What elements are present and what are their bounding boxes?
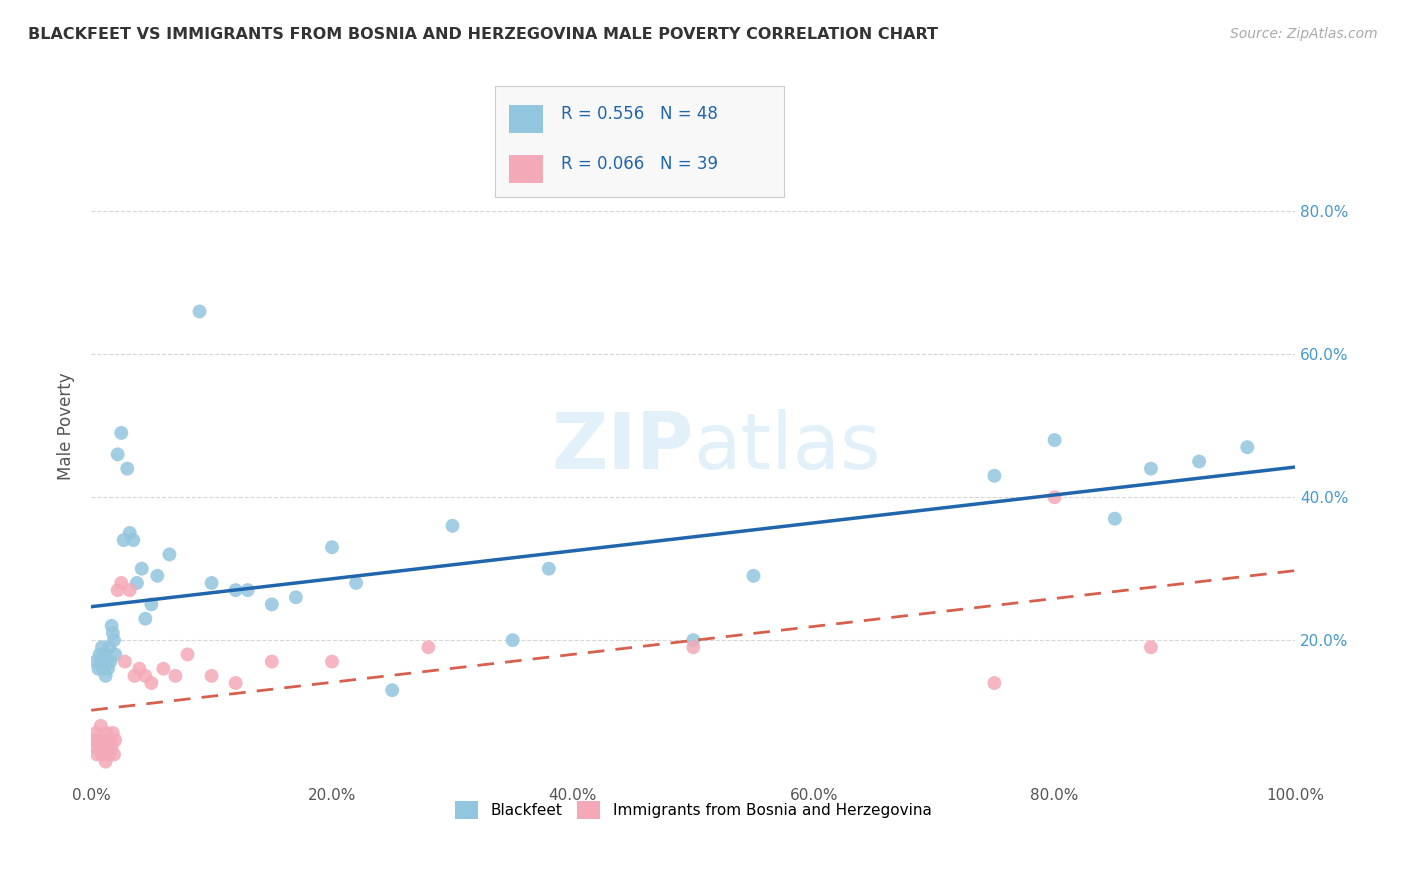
Point	[141, 676, 163, 690]
Point	[84, 655, 107, 669]
Point	[441, 518, 464, 533]
Point	[1043, 433, 1066, 447]
Point	[983, 676, 1005, 690]
Point	[101, 726, 124, 740]
Point	[86, 747, 108, 762]
Point	[125, 576, 148, 591]
Point	[91, 733, 114, 747]
Point	[1236, 440, 1258, 454]
Point	[176, 648, 198, 662]
Point	[188, 304, 211, 318]
Point	[90, 719, 112, 733]
Point	[537, 562, 560, 576]
FancyBboxPatch shape	[495, 87, 783, 197]
Point	[104, 648, 127, 662]
Point	[200, 576, 222, 591]
Point	[87, 662, 110, 676]
Text: R = 0.556   N = 48: R = 0.556 N = 48	[561, 104, 717, 122]
Point	[104, 733, 127, 747]
Text: R = 0.066   N = 39: R = 0.066 N = 39	[561, 154, 718, 172]
Point	[89, 740, 111, 755]
Point	[225, 676, 247, 690]
Point	[1188, 454, 1211, 468]
Point	[96, 655, 118, 669]
Point	[1140, 461, 1163, 475]
Point	[134, 669, 156, 683]
Text: atlas: atlas	[693, 409, 880, 485]
Point	[260, 598, 283, 612]
Point	[131, 562, 153, 576]
Point	[284, 591, 307, 605]
Point	[94, 755, 117, 769]
Point	[112, 533, 135, 547]
Point	[344, 576, 367, 591]
Point	[107, 447, 129, 461]
Point	[682, 633, 704, 648]
Point	[90, 655, 112, 669]
Point	[87, 733, 110, 747]
Point	[100, 740, 122, 755]
Text: ZIP: ZIP	[551, 409, 693, 485]
Point	[83, 740, 105, 755]
Point	[128, 662, 150, 676]
Point	[93, 648, 115, 662]
FancyBboxPatch shape	[509, 105, 543, 133]
Point	[321, 655, 343, 669]
Point	[110, 425, 132, 440]
Point	[97, 740, 120, 755]
Point	[260, 655, 283, 669]
Point	[118, 583, 141, 598]
Point	[103, 633, 125, 648]
Point	[983, 468, 1005, 483]
Point	[100, 733, 122, 747]
Point	[100, 655, 122, 669]
Point	[1043, 490, 1066, 504]
Point	[236, 583, 259, 598]
Point	[159, 548, 181, 562]
Point	[118, 525, 141, 540]
Point	[502, 633, 524, 648]
Point	[103, 747, 125, 762]
Point	[124, 669, 146, 683]
Point	[122, 533, 145, 547]
Point	[321, 541, 343, 555]
Text: BLACKFEET VS IMMIGRANTS FROM BOSNIA AND HERZEGOVINA MALE POVERTY CORRELATION CHA: BLACKFEET VS IMMIGRANTS FROM BOSNIA AND …	[28, 27, 938, 42]
Point	[152, 662, 174, 676]
Point	[100, 619, 122, 633]
Point	[225, 583, 247, 598]
Point	[1140, 640, 1163, 655]
Point	[89, 648, 111, 662]
Point	[98, 640, 121, 655]
Point	[91, 662, 114, 676]
Legend: Blackfeet, Immigrants from Bosnia and Herzegovina: Blackfeet, Immigrants from Bosnia and He…	[449, 795, 938, 825]
Point	[114, 655, 136, 669]
Point	[165, 669, 187, 683]
Point	[94, 669, 117, 683]
Point	[93, 740, 115, 755]
Point	[381, 683, 404, 698]
Point	[146, 569, 169, 583]
Point	[98, 747, 121, 762]
Point	[141, 598, 163, 612]
Point	[107, 583, 129, 598]
Point	[117, 461, 139, 475]
Point	[742, 569, 765, 583]
Point	[200, 669, 222, 683]
Y-axis label: Male Poverty: Male Poverty	[58, 372, 75, 480]
Point	[91, 747, 114, 762]
FancyBboxPatch shape	[509, 155, 543, 183]
Point	[91, 640, 114, 655]
Point	[96, 726, 118, 740]
Point	[84, 726, 107, 740]
Point	[134, 612, 156, 626]
Point	[418, 640, 440, 655]
Point	[97, 662, 120, 676]
Point	[83, 733, 105, 747]
Point	[682, 640, 704, 655]
Text: Source: ZipAtlas.com: Source: ZipAtlas.com	[1230, 27, 1378, 41]
Point	[1104, 511, 1126, 525]
Point	[101, 626, 124, 640]
Point	[110, 576, 132, 591]
